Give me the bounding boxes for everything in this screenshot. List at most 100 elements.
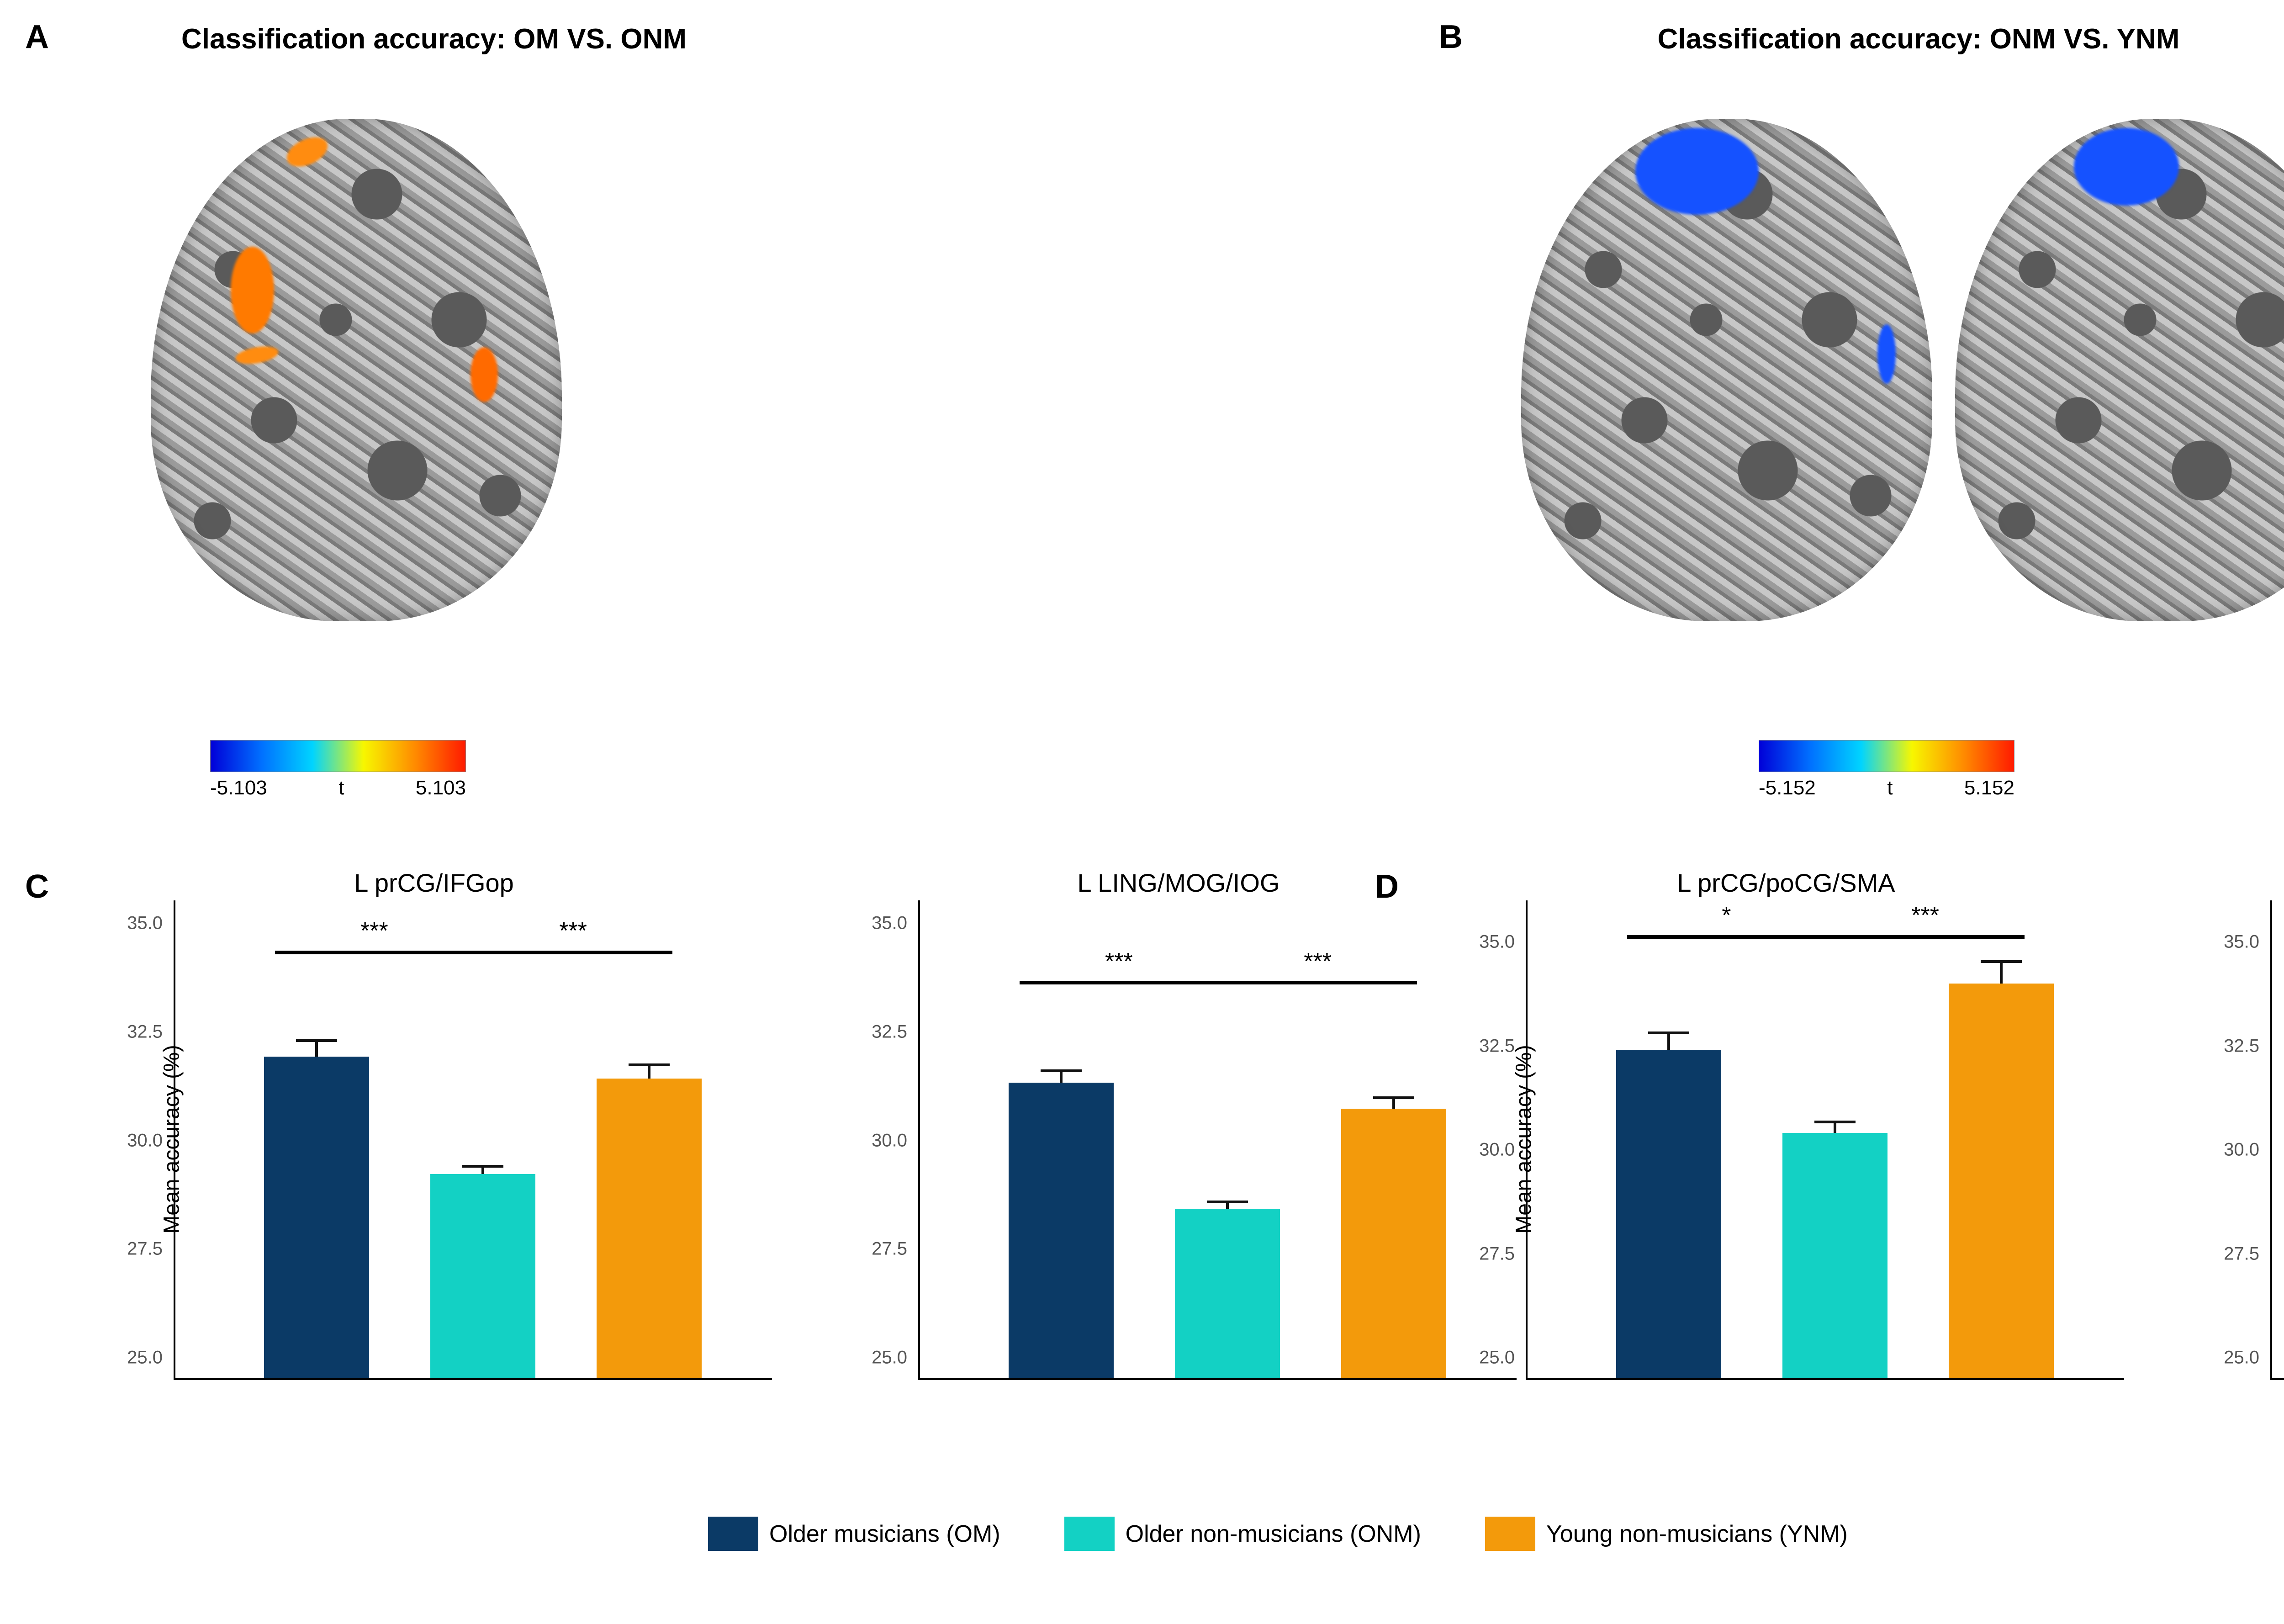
error-bar-cap [296,1039,337,1042]
y-axis-tick: 35.0 [127,913,163,934]
legend-swatch-0 [708,1517,758,1551]
colorbar-mid-a: t [338,777,344,799]
chart-d0-bars[interactable] [1555,900,2115,1378]
y-axis-tick: 27.5 [1479,1243,1515,1264]
significance-bracket [474,951,672,954]
error-bar-stem [315,1042,318,1057]
chart-d1-area: 25.027.530.032.535.0***** [2270,900,2284,1380]
panel-b-title: Classification accuracy: ONM VS. YNM [1530,23,2284,55]
chart-c1-title: L LING/MOG/IOG [822,868,1535,898]
activation-blob-a3 [234,344,280,367]
chart-d-r-prcg-pocg: R prCG/poCG 25.027.530.032.535.0***** [2174,868,2284,1380]
panel-a-label: A [25,18,49,56]
chart-d0-ylabel: Mean accuracy (%) [1512,1045,1537,1233]
error-bar-stem [1667,1034,1670,1050]
error-bar-cap [1373,1096,1414,1099]
significance-stars: *** [1105,948,1133,975]
chart-d1-title: R prCG/poCG [2174,868,2284,898]
error-bar-stem [648,1066,650,1079]
y-axis-tick: 30.0 [1479,1140,1515,1160]
chart-c0-ylabel: Mean accuracy (%) [159,1045,185,1233]
significance-bracket [275,951,474,954]
legend-swatch-1 [1064,1517,1115,1551]
colorbar-gradient-a [210,740,466,772]
error-bar-stem [1060,1072,1063,1083]
y-axis-tick: 32.5 [1479,1036,1515,1056]
bar-om[interactable] [1009,1083,1114,1378]
significance-stars: *** [1304,948,1332,975]
y-axis-tick: 35.0 [1479,932,1515,952]
y-axis-tick: 30.0 [2224,1140,2259,1160]
activation-blob-b2 [1877,324,1896,384]
bar-ynm[interactable] [597,1079,702,1378]
y-axis-tick: 25.0 [872,1348,907,1368]
bar-onm[interactable] [430,1174,535,1378]
error-bar-stem [1226,1203,1229,1209]
error-bar-cap [462,1165,503,1168]
error-bar-cap [1648,1032,1689,1034]
error-bar-cap [629,1063,670,1066]
panel-a-title: Classification accuracy: OM VS. ONM [114,23,754,55]
brain-render-b1 [1521,119,1932,621]
bar-onm[interactable] [1175,1209,1280,1378]
brain-render-b2 [1955,119,2284,621]
y-axis-tick: 25.0 [2224,1348,2259,1368]
y-axis-tick: 32.5 [127,1021,163,1042]
colorbar-min-b: -5.152 [1759,777,1816,799]
chart-c-ling-mog-iog: L LING/MOG/IOG 25.0 27.5 30.0 32.5 35.0 *** **… [822,868,1535,1380]
bar-ynm[interactable] [1949,984,2054,1378]
legend-item-2: Young non-musicians (YNM) [1485,1517,1848,1551]
significance-bracket [1627,935,1826,939]
y-axis-tick: 35.0 [2224,932,2259,952]
y-axis-tick: 27.5 [872,1239,907,1259]
y-axis-tick: 30.0 [127,1130,163,1151]
significance-stars: * [1722,902,1731,929]
significance-bracket [1218,981,1417,984]
significance-stars: *** [1911,902,1939,929]
panel-c-label: C [25,868,49,905]
bar-om[interactable] [264,1057,369,1378]
error-bar-cap [1041,1069,1082,1072]
chart-c1-area: 25.0 27.5 30.0 32.5 35.0 *** *** [918,900,1517,1380]
error-bar-stem [1834,1123,1836,1133]
legend-label-2: Young non-musicians (YNM) [1546,1520,1848,1548]
y-axis-tick: 30.0 [872,1130,907,1151]
legend-swatch-2 [1485,1517,1535,1551]
activation-blob-a2 [231,247,274,333]
significance-stars: *** [360,917,388,945]
y-axis-tick: 32.5 [2224,1036,2259,1056]
bar-om[interactable] [1616,1050,1721,1378]
legend-label-1: Older non-musicians (ONM) [1126,1520,1421,1548]
error-bar-stem [481,1168,484,1174]
colorbar-mid-b: t [1887,777,1893,799]
colorbar-max-b: 5.152 [1964,777,2014,799]
chart-c-prcg-ifgop: L prCG/IFGop Mean accuracy (%) 25.0 27.5 3… [78,868,790,1380]
colorbar-min-a: -5.103 [210,777,267,799]
chart-d0-title: L prCG/poCG/SMA [1430,868,2142,898]
significance-bracket [1826,935,2025,939]
significance-bracket [1020,981,1218,984]
error-bar-cap [1981,960,2022,963]
y-axis-tick: 25.0 [127,1348,163,1368]
chart-c0-bars[interactable] [203,900,763,1378]
significance-stars: *** [559,917,587,945]
chart-legend: Older musicians (OM) Older non-musicians … [708,1517,1848,1551]
panel-b-label: B [1439,18,1463,56]
activation-blob-b3 [2074,128,2179,206]
activation-blob-b1 [1635,128,1759,215]
legend-label-0: Older musicians (OM) [769,1520,1000,1548]
bar-onm[interactable] [1782,1133,1887,1378]
legend-item-0: Older musicians (OM) [708,1517,1000,1551]
error-bar-cap [1207,1201,1248,1203]
y-axis-tick: 27.5 [127,1239,163,1259]
error-bar-cap [1814,1121,1856,1123]
colorbar-gradient-b [1759,740,2014,772]
brain-render-a [151,119,562,621]
activation-blob-a4 [471,347,498,402]
error-bar-stem [1392,1099,1395,1109]
activation-blob-a1 [282,132,332,173]
y-axis-tick: 27.5 [2224,1243,2259,1264]
chart-c1-bars[interactable] [947,900,1507,1378]
chart-d-prcg-pocg-sma: L prCG/poCG/SMA Mean accuracy (%) 25.0 27… [1430,868,2142,1380]
legend-item-1: Older non-musicians (ONM) [1064,1517,1421,1551]
